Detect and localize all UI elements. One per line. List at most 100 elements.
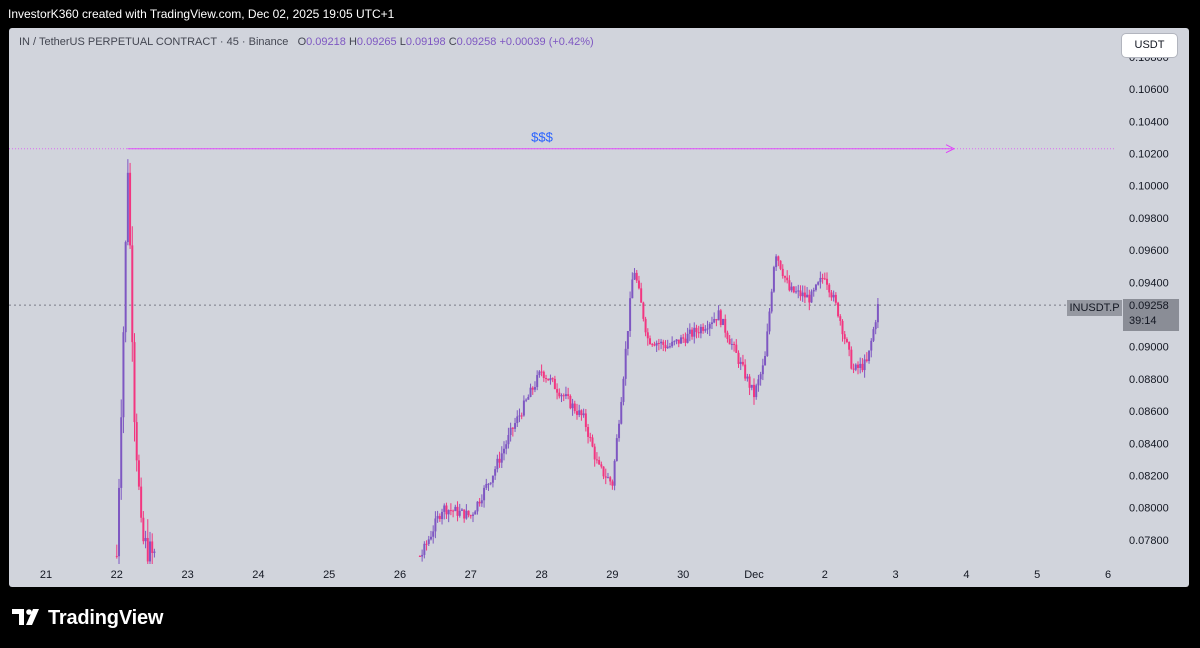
candle-body [759, 374, 762, 380]
candle-body [814, 284, 817, 290]
candle-body [148, 541, 151, 562]
candle-body [434, 518, 437, 532]
price-tick-label: 0.09600 [1129, 245, 1169, 257]
legend-symbol[interactable]: IN / TetherUS PERPETUAL CONTRACT · 45 · … [19, 36, 289, 48]
candle-body [153, 551, 156, 553]
candle-body [584, 413, 587, 428]
candle-body [790, 286, 793, 291]
candle-body [755, 385, 758, 398]
close-value: 0.09258 [456, 36, 497, 48]
candle-body [772, 267, 775, 292]
candle-body [418, 555, 421, 557]
candle-body [489, 482, 492, 484]
candle-body [129, 172, 132, 246]
candle-body [538, 371, 541, 376]
chart-frame[interactable]: $$$ 0.10800 0.10600 0.10400 0.10200 0.10000 0… [9, 28, 1189, 587]
candle-body [635, 272, 638, 281]
candle-body [498, 458, 501, 463]
candle-body [151, 541, 154, 553]
time-axis: 21 22 23 24 25 26 27 28 29 30 Dec 2 3 4 5 6 [40, 569, 1111, 581]
candle-body [429, 536, 432, 540]
candle-body [531, 387, 534, 390]
candle-body [445, 505, 448, 515]
candle-body [660, 341, 663, 344]
candle-body [478, 501, 481, 504]
candle-body [564, 394, 567, 397]
candle-body [540, 371, 543, 373]
candle-body [764, 356, 767, 366]
time-tick-label: 2 [822, 569, 828, 581]
time-tick-label: 23 [181, 569, 193, 581]
candle-body [140, 486, 143, 518]
candle-body [686, 333, 689, 343]
candle-body [485, 483, 488, 488]
candle-body [494, 469, 497, 476]
candle-body [120, 417, 123, 488]
candle-body [436, 515, 439, 519]
candle-body [551, 378, 554, 380]
candle-body [622, 378, 625, 402]
candle-body [480, 500, 483, 504]
candle-body [750, 384, 753, 388]
candle-body [454, 506, 457, 512]
open-value: 0.09218 [306, 36, 346, 48]
candle-body [799, 290, 802, 297]
candle-body [850, 349, 853, 369]
currency-unit-button[interactable]: USDT [1122, 34, 1177, 57]
candle-body [618, 423, 621, 439]
price-chart[interactable]: $$$ 0.108000.106000.104000.102000.100000… [9, 28, 1189, 587]
candle-body [640, 288, 643, 303]
low-value: 0.09198 [405, 36, 446, 48]
candle-body [637, 280, 640, 289]
candle-body [469, 515, 472, 517]
candle-body [520, 415, 523, 417]
time-tick-label: 29 [606, 569, 618, 581]
candle-body [545, 378, 548, 380]
candle-body [578, 410, 581, 415]
candle-body [549, 378, 552, 381]
candle-body [522, 400, 525, 416]
candle-body [777, 256, 780, 261]
candle-body [666, 346, 669, 349]
candle-body [671, 341, 674, 347]
candle-body [573, 403, 576, 412]
candle-body [779, 260, 782, 269]
candle-body [514, 423, 517, 429]
price-tick-label: 0.09000 [1129, 342, 1169, 354]
time-tick-label: 5 [1034, 569, 1040, 581]
chart-header: InvestorK360 created with TradingView.co… [0, 0, 1200, 28]
candle-body [452, 510, 455, 512]
time-tick-label: 28 [535, 569, 547, 581]
price-tag-box: 0.09258 39:14 [1123, 299, 1179, 331]
candle-body [837, 302, 840, 317]
candle-body [589, 436, 592, 438]
candle-body [529, 387, 532, 397]
candle-body [427, 539, 430, 544]
time-tick-label: 4 [963, 569, 969, 581]
candle-body [133, 342, 136, 423]
candle-body [595, 459, 598, 461]
candle-body [832, 294, 835, 298]
time-tick-label: 30 [677, 569, 689, 581]
candle-body [826, 278, 829, 285]
candle-body [684, 338, 687, 343]
candle-body [527, 396, 530, 400]
candle-body [425, 543, 428, 545]
candle-body [744, 364, 747, 379]
candle-body [783, 276, 786, 278]
candle-body [691, 329, 694, 337]
candle-body [735, 344, 738, 353]
candle-body [781, 268, 784, 277]
candle-body [801, 292, 804, 297]
tradingview-brand[interactable]: TradingView [12, 606, 163, 630]
price-tick-label: 0.08000 [1129, 503, 1169, 515]
candle-body [746, 376, 749, 379]
candle-body [741, 361, 744, 365]
candle-body [124, 242, 127, 333]
candle-body [463, 509, 466, 519]
candle-body [876, 304, 879, 323]
price-tick-label: 0.08400 [1129, 438, 1169, 450]
candle-body [704, 329, 707, 331]
liquidity-label: $$$ [531, 130, 553, 145]
candle-body [679, 337, 682, 344]
